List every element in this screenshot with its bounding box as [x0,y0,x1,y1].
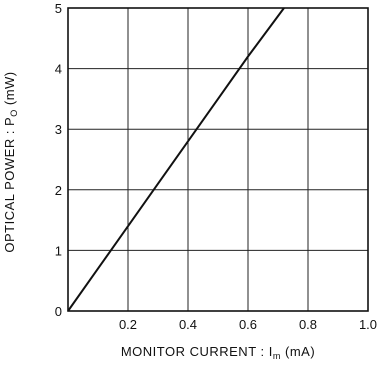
y-axis-title: OPTICAL POWER : PO (mW) [2,71,19,252]
y-tick-label: 2 [55,183,62,198]
y-axis-unit: (mW) [2,71,17,105]
x-tick-label: 0.4 [179,317,197,332]
y-tick-label: 0 [55,304,62,319]
grid [68,8,368,311]
series-line [67,7,285,312]
y-tick-label: 1 [55,243,62,258]
x-axis-title: MONITOR CURRENT : Im (mA) [121,344,315,361]
y-tick-label: 5 [55,1,62,16]
y-tick-labels: 0 1 2 3 4 5 [55,1,62,319]
y-axis-subscript: O [9,109,19,117]
y-tick-label: 4 [55,62,62,77]
y-tick-label: 3 [55,122,62,137]
plot-frame [67,7,369,312]
x-axis-subscript: m [273,351,281,361]
x-tick-label: 0.2 [119,317,137,332]
x-tick-label: 1.0 [359,317,377,332]
x-tick-label: 0.8 [299,317,317,332]
x-tick-label: 0.6 [239,317,257,332]
x-axis-unit: (mA) [285,344,315,359]
x-tick-labels: 0.2 0.4 0.6 0.8 1.0 [119,317,377,332]
